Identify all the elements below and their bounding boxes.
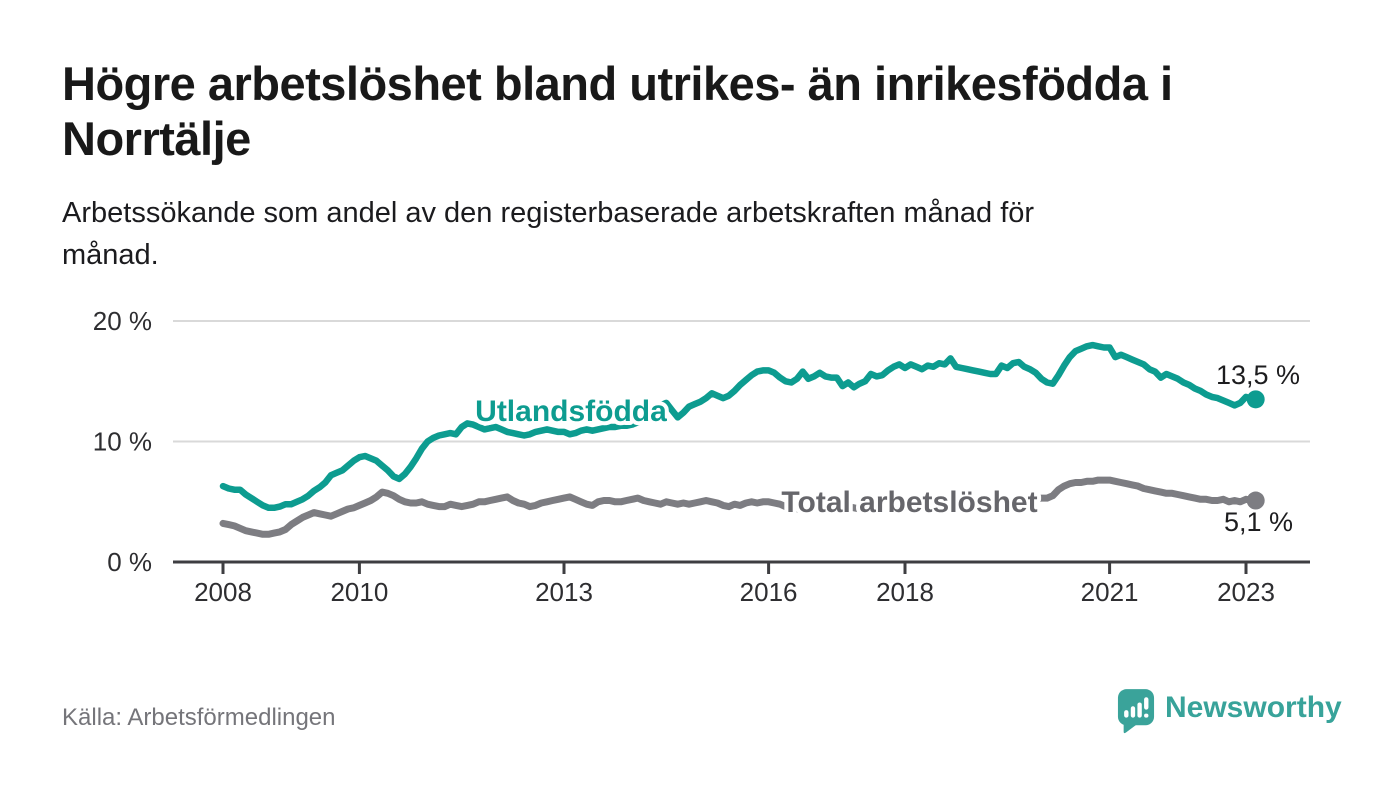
chart-subtitle: Arbetssökande som andel av den registerb…: [62, 192, 1262, 276]
series-end-dot-2: [1246, 491, 1265, 510]
page-title-line-2: Norrtälje: [62, 112, 251, 165]
source-note: Källa: Arbetsförmedlingen: [62, 704, 336, 731]
bar-chart-speech-bubble-icon: [1117, 689, 1155, 734]
series-label-1: Utlandsfödda: [475, 395, 667, 428]
x-tick-label: 2013: [535, 577, 593, 607]
series-end-value-label-2: 5,1 %: [1224, 507, 1293, 537]
x-tick-label: 2023: [1217, 577, 1275, 607]
newsworthy-wordmark: Newsworthy: [1165, 691, 1342, 724]
series-label-2: Total arbetslöshet: [781, 486, 1037, 519]
x-tick-label: 2018: [876, 577, 934, 607]
chart-subtitle-line-1: Arbetssökande som andel av den registerb…: [62, 197, 1035, 229]
series-end-dot-1: [1246, 390, 1265, 409]
x-tick-label: 2010: [330, 577, 388, 607]
x-tick-label: 2016: [740, 577, 798, 607]
y-tick-label: 0 %: [107, 547, 152, 577]
series-line-1: [219, 341, 1255, 512]
page-title: Högre arbetslöshet bland utrikes- än inr…: [62, 56, 1312, 166]
newsworthy-logo: Newsworthy: [1117, 688, 1342, 735]
chart-subtitle-line-2: månad.: [62, 239, 159, 271]
series-end-value-label-1: 13,5 %: [1216, 360, 1300, 390]
series-line-2: [219, 476, 1256, 538]
page-title-line-1: Högre arbetslöshet bland utrikes- än inr…: [62, 57, 1173, 110]
x-tick-label: 2021: [1081, 577, 1139, 607]
y-tick-label: 10 %: [93, 427, 152, 457]
x-tick-label: 2008: [194, 577, 252, 607]
y-tick-label: 20 %: [93, 306, 152, 336]
